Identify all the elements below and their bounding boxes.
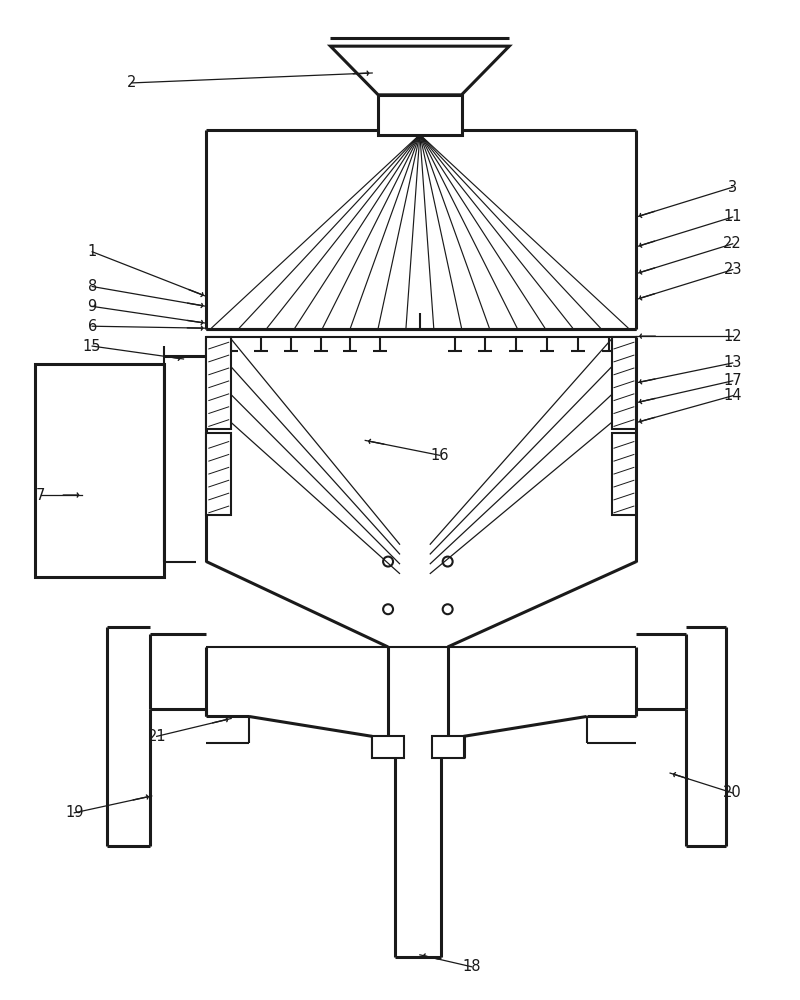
Text: 13: 13 [723, 355, 742, 370]
Text: 6: 6 [87, 319, 97, 334]
Bar [432, 736, 463, 758]
Bar [611, 433, 636, 515]
Text: 16: 16 [430, 448, 449, 463]
Bar [611, 337, 636, 428]
Text: 15: 15 [83, 339, 102, 354]
Text: 20: 20 [723, 785, 742, 800]
Text: 9: 9 [87, 299, 97, 314]
Text: 22: 22 [723, 236, 742, 251]
Text: 19: 19 [65, 805, 83, 820]
Text: 21: 21 [147, 729, 166, 744]
Bar [206, 337, 231, 428]
Text: 23: 23 [723, 262, 742, 277]
Text: 17: 17 [723, 373, 742, 388]
Text: 7: 7 [36, 488, 46, 503]
Text: 18: 18 [462, 959, 481, 974]
Text: 1: 1 [87, 244, 97, 259]
Bar [378, 95, 462, 135]
Text: 11: 11 [723, 209, 742, 224]
Text: 14: 14 [723, 388, 742, 403]
Polygon shape [330, 46, 510, 95]
Bar [372, 736, 404, 758]
Bar [206, 433, 231, 515]
Text: 12: 12 [723, 329, 742, 344]
Text: 3: 3 [728, 180, 738, 195]
Text: 2: 2 [127, 75, 137, 90]
Bar [34, 364, 164, 577]
Text: 8: 8 [87, 279, 97, 294]
